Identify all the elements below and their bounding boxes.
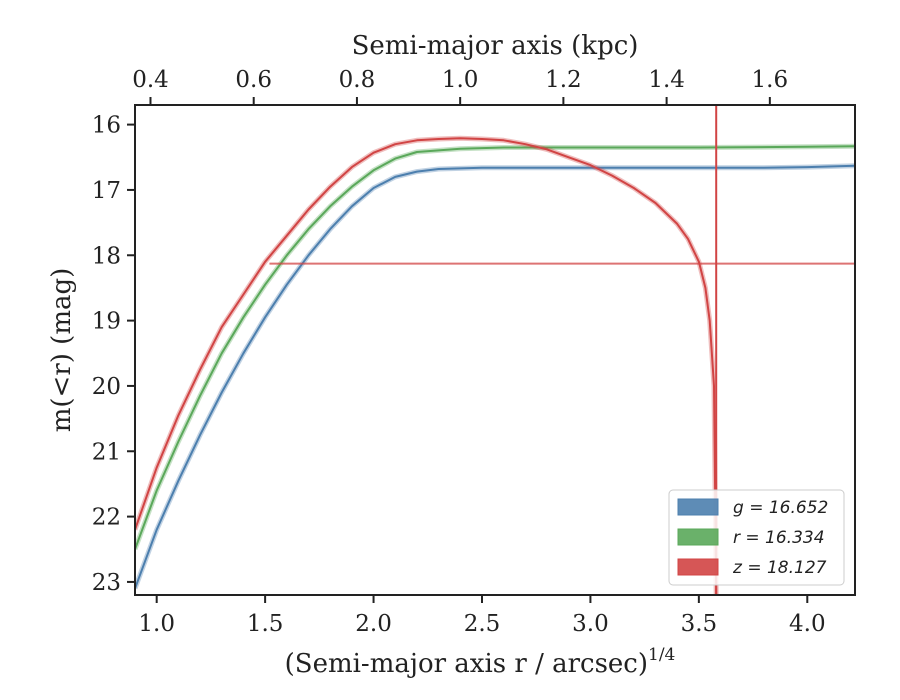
top-x-tick-label: 1.2: [545, 67, 582, 93]
y-tick-label: 20: [92, 374, 121, 400]
top-x-tick-label: 0.4: [132, 67, 169, 93]
y-tick-label: 21: [92, 439, 121, 465]
legend: g = 16.652 r = 16.334 z = 18.127: [668, 489, 845, 586]
legend-swatch-z: [677, 558, 719, 576]
series-line-z: [135, 137, 718, 595]
top-x-tick-label: 0.6: [235, 67, 272, 93]
x-tick-label: 3.5: [681, 611, 718, 637]
series-band-r: [135, 143, 855, 551]
y-tick-label: 17: [92, 178, 121, 204]
y-tick-label: 18: [92, 243, 121, 269]
x-tick-label: 3.0: [572, 611, 609, 637]
y-axis-label: m(<r) (mag): [47, 268, 77, 433]
plot-frame: [134, 104, 856, 596]
top-x-tick-label: 1.4: [648, 67, 685, 93]
series-layer: [135, 135, 855, 595]
x-axis-label: (Semi-major axis r / arcsec)1/4: [285, 645, 676, 679]
x-tick-label: 1.5: [247, 611, 284, 637]
y-tick-label: 19: [92, 309, 121, 335]
y-tick-label: 23: [92, 570, 121, 596]
x-axis-label-exponent: 1/4: [648, 645, 675, 665]
top-x-tick-label: 0.8: [339, 67, 376, 93]
top-x-axis-ticks: 0.4 0.6 0.8 1.0 1.2 1.4 1.6: [132, 67, 788, 105]
x-tick-label: 4.0: [789, 611, 826, 637]
x-tick-label: 2.0: [355, 611, 392, 637]
legend-label-r: r = 16.334: [733, 528, 825, 548]
top-x-axis-label: Semi-major axis (kpc): [352, 31, 639, 61]
series-line-r: [135, 145, 855, 550]
y-tick-label: 16: [92, 113, 121, 139]
x-tick-label: 1.0: [138, 611, 175, 637]
top-x-tick-label: 1.0: [442, 67, 479, 93]
legend-swatch-r: [677, 528, 719, 546]
x-tick-label: 2.5: [464, 611, 501, 637]
y-tick-label: 22: [92, 505, 121, 531]
legend-label-g: g = 16.652: [733, 498, 828, 518]
legend-label-z: z = 18.127: [732, 558, 827, 578]
series-line-g: [135, 164, 855, 589]
x-axis-label-text: (Semi-major axis r / arcsec): [285, 649, 648, 679]
top-x-tick-label: 1.6: [752, 67, 789, 93]
y-axis-ticks: 16 17 18 19 20 21 22 23: [92, 113, 135, 596]
x-axis-ticks: 1.0 1.5 2.0 2.5 3.0 3.5 4.0: [138, 595, 826, 637]
series-band-z: [135, 135, 719, 595]
legend-swatch-g: [677, 498, 719, 516]
